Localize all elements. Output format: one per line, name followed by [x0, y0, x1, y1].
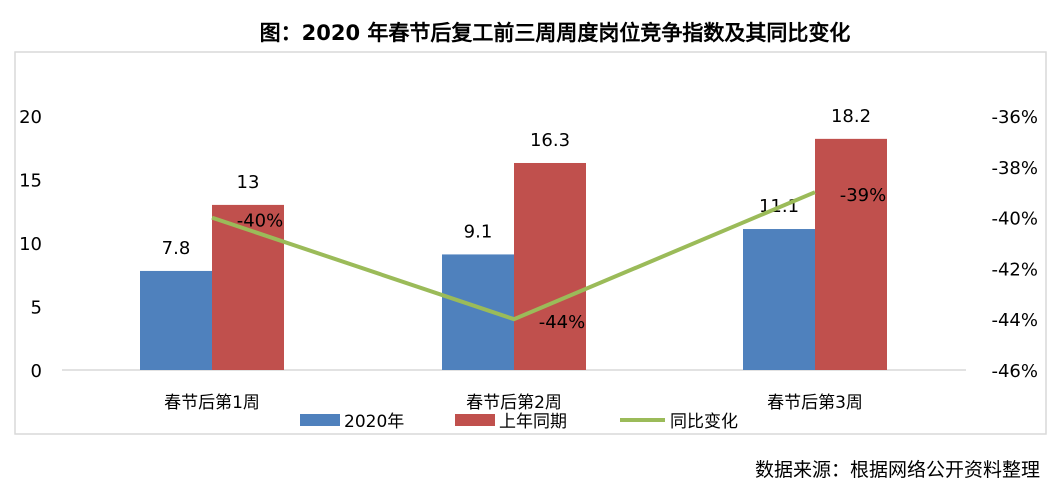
- data-label: 13: [237, 172, 260, 193]
- legend-label: 同比变化: [670, 412, 738, 432]
- right-tick-label: -44%: [991, 310, 1038, 331]
- right-tick-label: -38%: [991, 158, 1038, 179]
- right-tick-label: -46%: [991, 361, 1038, 382]
- left-tick-label: 20: [19, 107, 42, 128]
- category-label: 春节后第1周: [164, 393, 260, 413]
- bar-last-year: [815, 138, 887, 370]
- data-label: 18.2: [831, 106, 871, 127]
- bar-2020: [743, 229, 815, 370]
- bar-last-year: [212, 204, 284, 370]
- legend-swatch: [455, 414, 495, 426]
- right-tick-label: -36%: [991, 107, 1038, 128]
- line-yoy-change: [211, 190, 816, 322]
- category-label: 春节后第3周: [767, 393, 863, 413]
- legend-label: 上年同期: [499, 412, 567, 432]
- data-label: 16.3: [530, 130, 570, 151]
- source-note: 数据来源：根据网络公开资料整理: [755, 459, 1040, 481]
- bar-2020: [140, 270, 212, 370]
- category-label: 春节后第2周: [466, 393, 562, 413]
- data-label: 9.1: [464, 221, 493, 242]
- chart-frame: [14, 51, 1047, 435]
- bar-last-year: [514, 162, 586, 370]
- left-tick-label: 10: [19, 234, 42, 255]
- right-tick-label: -42%: [991, 259, 1038, 280]
- right-tick-label: -40%: [991, 209, 1038, 230]
- left-tick-label: 5: [31, 298, 42, 319]
- line-data-label: -40%: [237, 211, 284, 232]
- legend-swatch: [300, 414, 340, 426]
- line-data-label: -44%: [539, 312, 586, 333]
- bar-2020: [442, 254, 514, 370]
- left-tick-label: 0: [31, 361, 42, 382]
- chart-title: 图：2020 年春节后复工前三周周度岗位竞争指数及其同比变化: [260, 21, 851, 45]
- legend-label: 2020年: [344, 412, 404, 432]
- line-data-label: -39%: [840, 185, 887, 206]
- data-label: 7.8: [162, 238, 191, 259]
- left-tick-label: 15: [19, 171, 42, 192]
